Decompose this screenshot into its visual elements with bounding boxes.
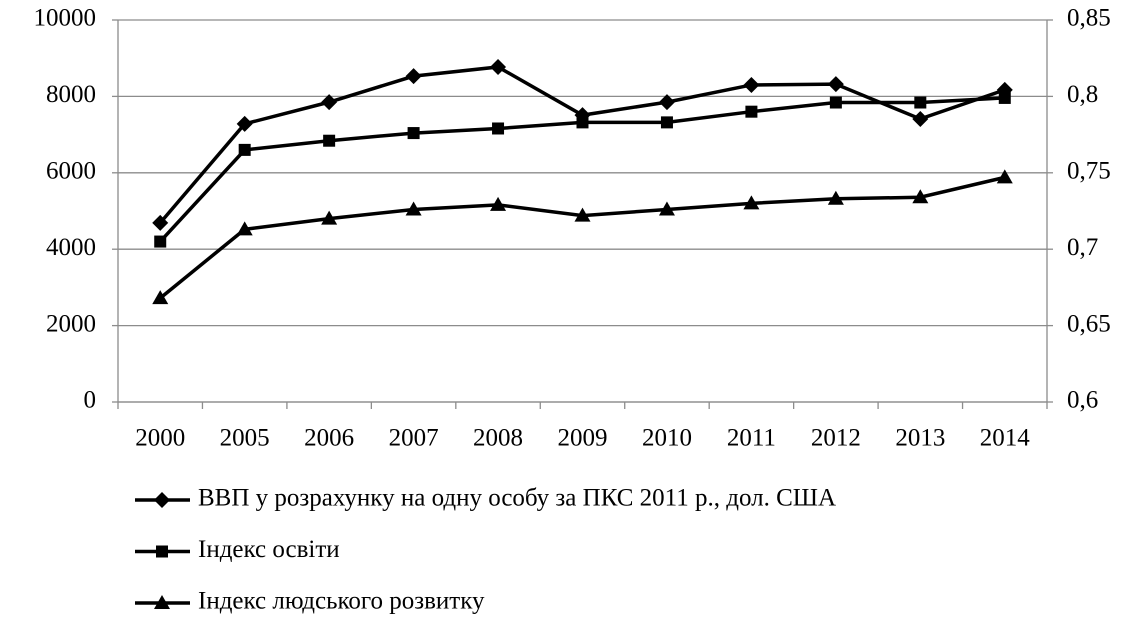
y-tick-label: 4000 [46,234,96,261]
point [658,94,675,111]
x-tick-label: 2009 [558,425,608,452]
point [914,96,927,109]
y-tick-label: 8000 [46,81,96,108]
point [490,58,507,75]
x-tick-label: 2000 [135,425,185,452]
y2-tick-label: 0,6 [1067,387,1098,414]
point [998,91,1011,104]
y-tick-label: 0 [84,387,97,414]
y2-tick-label: 0,85 [1067,5,1111,32]
x-tick-label: 2010 [642,425,692,452]
x-tick-label: 2008 [473,425,523,452]
point [323,134,336,147]
x-tick-label: 2014 [980,425,1031,452]
point [407,127,420,140]
point [829,96,842,109]
point [492,122,505,135]
x-tick-label: 2011 [727,425,776,452]
point [660,116,673,129]
point [152,214,169,231]
point [912,110,929,127]
x-tick-label: 2006 [304,425,354,452]
legend-label: Індекс людського розвитку [198,588,485,615]
y2-tick-label: 0,7 [1067,234,1098,261]
point [576,116,589,129]
x-tick-label: 2005 [220,425,270,452]
y-tick-label: 10000 [34,5,97,32]
point [321,94,338,111]
point [405,201,422,216]
legend-marker [154,595,170,609]
point [490,196,507,211]
x-tick-label: 2007 [389,425,439,452]
point [827,76,844,93]
series-line [159,175,1006,300]
point [236,115,253,132]
point [152,290,169,305]
legend-label: Індекс освіти [198,536,340,563]
point [321,210,338,225]
legend-marker [154,492,170,508]
legend-label: ВВП у розрахунку на одну особу за ПКС 20… [198,485,836,512]
x-tick-label: 2012 [811,425,861,452]
point [154,235,167,248]
y-tick-label: 6000 [46,158,96,185]
point [745,105,758,118]
point [574,207,591,222]
y-tick-label: 2000 [46,310,96,337]
legend-marker [156,545,168,558]
point [743,76,760,93]
y2-tick-label: 0,65 [1067,310,1111,337]
point [405,68,422,85]
y2-tick-label: 0,75 [1067,158,1111,185]
x-tick-label: 2013 [895,425,945,452]
point [743,195,760,210]
point [996,169,1013,184]
point [658,201,675,216]
point [912,189,929,204]
point [236,221,253,236]
point [238,143,251,156]
point [827,190,844,205]
y2-tick-label: 0,8 [1067,81,1098,108]
